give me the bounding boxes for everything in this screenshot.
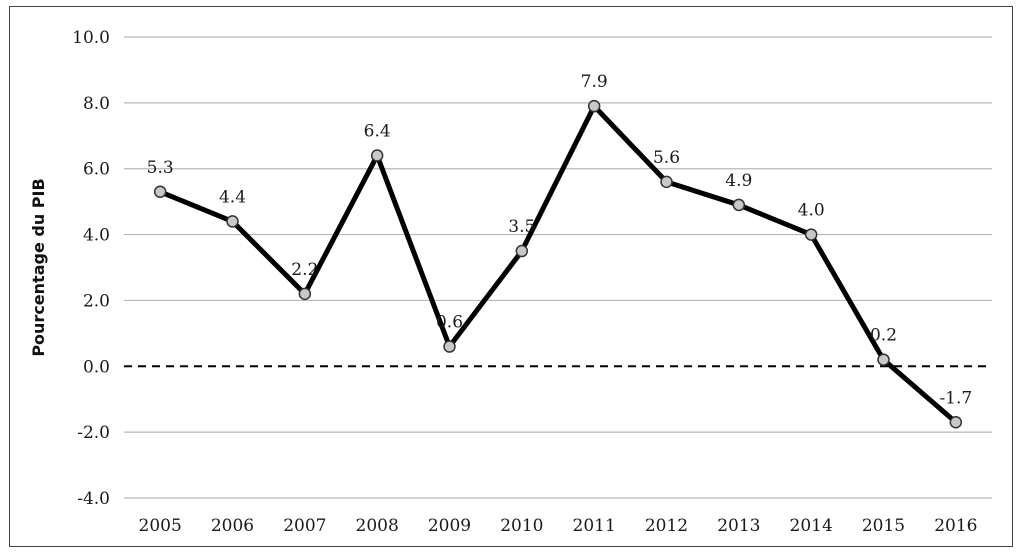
data-label: 5.3 — [147, 158, 174, 178]
data-point — [370, 149, 384, 162]
x-tick-label: 2013 — [717, 516, 760, 536]
data-label: -1.7 — [939, 388, 972, 408]
x-tick-label: 2016 — [934, 516, 977, 536]
line-chart: -4.0 -2.0 0.0 2.0 4.0 6.0 8.0 10.0 2005 2006 2007… — [29, 28, 992, 536]
data-label: 0.6 — [436, 313, 463, 333]
data-label: 7.9 — [581, 72, 608, 92]
chart-frame: -4.0 -2.0 0.0 2.0 4.0 6.0 8.0 10.0 2005 2006 2007… — [9, 6, 1013, 547]
y-axis-label: Pourcentage du PIB — [29, 178, 48, 356]
data-labels: 5.3 4.4 2.2 6.4 0.6 3.5 7.9 5.6 4.9 4.0 0.2 -1.7 — [147, 72, 973, 408]
x-tick-label: 2011 — [573, 516, 616, 536]
data-label: 4.9 — [725, 171, 752, 191]
x-axis-ticks: 2005 2006 2007 2008 2009 2010 2011 2012 2013 2014… — [139, 516, 978, 536]
data-label: 6.4 — [364, 122, 391, 142]
y-axis-ticks: -4.0 -2.0 0.0 2.0 4.0 6.0 8.0 10.0 — [72, 28, 110, 509]
x-tick-label: 2008 — [356, 516, 399, 536]
data-label: 5.6 — [653, 148, 680, 168]
x-tick-label: 2005 — [139, 516, 182, 536]
data-label: 3.5 — [508, 217, 535, 237]
data-point — [298, 287, 312, 301]
data-point — [443, 340, 456, 353]
series-line — [157, 103, 959, 425]
gridlines — [124, 36, 992, 499]
data-label: 2.2 — [291, 260, 318, 280]
x-tick-label: 2010 — [500, 516, 543, 536]
series-line-group — [157, 103, 959, 425]
y-tick-label: 0.0 — [83, 357, 110, 377]
data-point — [804, 228, 818, 241]
data-label: 4.4 — [219, 187, 246, 207]
data-point — [877, 353, 890, 366]
data-label: 0.2 — [870, 326, 897, 346]
data-point — [515, 244, 529, 258]
data-point — [732, 198, 746, 212]
data-label: 4.0 — [798, 201, 825, 221]
data-point — [226, 215, 239, 228]
y-tick-label: -4.0 — [77, 489, 110, 509]
x-tick-label: 2009 — [428, 516, 471, 536]
y-tick-label: 8.0 — [83, 94, 110, 114]
data-point — [949, 416, 963, 429]
y-tick-label: -2.0 — [77, 423, 110, 443]
y-tick-label: 4.0 — [83, 226, 110, 246]
data-point — [660, 175, 673, 189]
data-point — [587, 99, 601, 113]
y-tick-label: 6.0 — [83, 160, 110, 180]
data-point — [153, 185, 167, 199]
y-tick-label: 2.0 — [83, 291, 110, 311]
x-tick-label: 2015 — [862, 516, 905, 536]
x-tick-label: 2012 — [645, 516, 688, 536]
x-tick-label: 2006 — [211, 516, 254, 536]
x-tick-label: 2014 — [790, 516, 833, 536]
data-markers — [153, 99, 963, 429]
x-tick-label: 2007 — [283, 516, 326, 536]
y-tick-label: 10.0 — [72, 28, 110, 48]
